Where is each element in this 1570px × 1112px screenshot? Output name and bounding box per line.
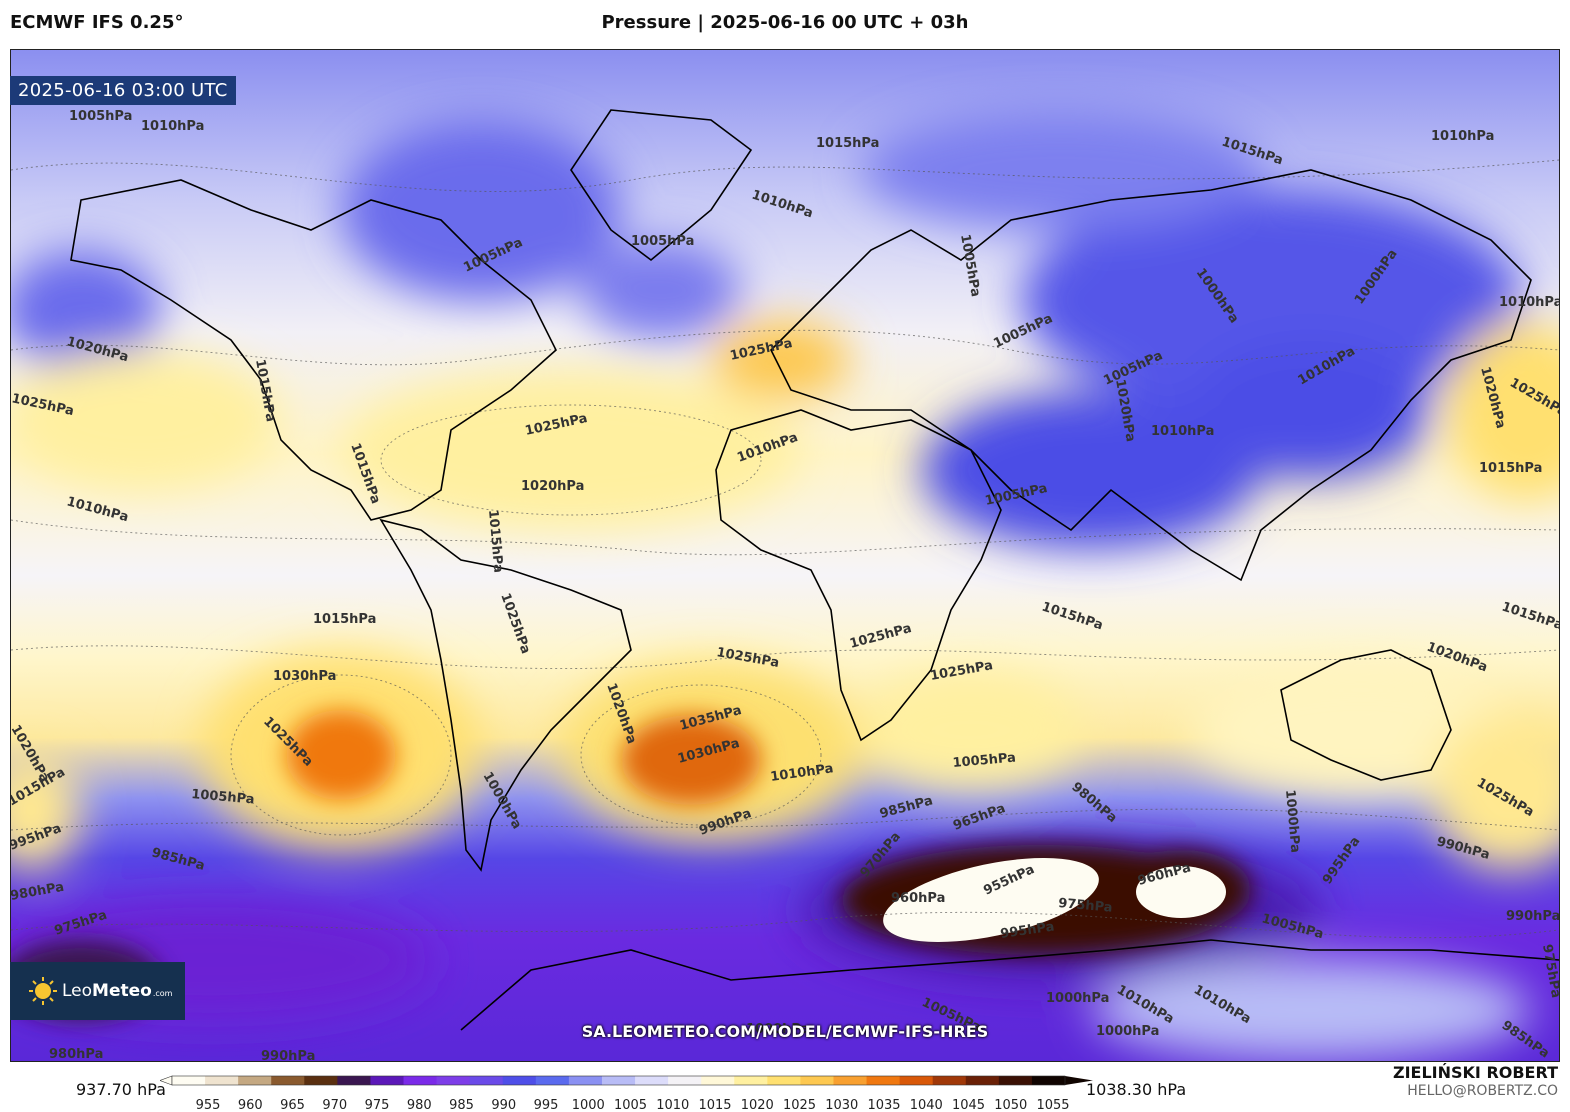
colorbar-tick-label: 965 (280, 1098, 305, 1112)
pressure-map[interactable]: 1005hPa 1010hPa 1015hPa 1015hPa 1010hPa … (10, 49, 1560, 1062)
colorbar-tick-label: 955 (196, 1098, 221, 1112)
colorbar-swatch (502, 1076, 537, 1085)
isobars (11, 159, 1559, 939)
isobar-label: 980hPa (49, 1047, 103, 1061)
colorbar-min-arrow (160, 1075, 173, 1086)
isobar-label: 995hPa (999, 920, 1055, 942)
colorbar-swatch (833, 1076, 868, 1085)
colorbar-tick-label: 960 (238, 1098, 263, 1112)
pressure-systems (11, 110, 1559, 1060)
colorbar-swatch (800, 1076, 834, 1085)
colorbar-swatch (965, 1076, 1000, 1085)
colorbar-swatch (635, 1076, 669, 1085)
colorbar-swatch (238, 1076, 272, 1085)
isobar-label: 1015hPa (313, 612, 376, 627)
colorbar-tick-label: 1010 (656, 1098, 689, 1112)
colorbar-tick-label: 1045 (952, 1098, 985, 1112)
isobar-label: 1015hPa (816, 136, 879, 151)
author-name: ZIELIŃSKI ROBERT (1392, 1063, 1558, 1082)
isobar-label: 1010hPa (141, 119, 204, 134)
colorbar-swatch (436, 1076, 471, 1085)
colorbar-swatch (998, 1076, 1033, 1085)
colorbar-swatch (668, 1076, 702, 1085)
colorbar-tick-label: 1030 (825, 1098, 858, 1112)
colorbar-max-arrow (1065, 1076, 1093, 1085)
colorbar-swatch (370, 1076, 405, 1085)
colorbar-swatch (866, 1076, 901, 1085)
colorbar-swatch (701, 1076, 735, 1085)
isobar-label: 1000hPa (1282, 789, 1302, 853)
isobar-label: 990hPa (261, 1049, 315, 1061)
colorbar-tick-label: 975 (365, 1098, 390, 1112)
isobar-label: 1015hPa (1479, 461, 1542, 476)
colorbar-tick-label: 1020 (741, 1098, 774, 1112)
colorbar-swatch (535, 1076, 570, 1085)
colorbar-swatch (304, 1076, 338, 1085)
colorbar-outline (171, 1075, 1066, 1086)
colorbar-swatch (899, 1076, 934, 1085)
colorbar-swatch (271, 1076, 305, 1085)
isobar-label: 960hPa (891, 891, 945, 906)
colorbar-tick-label: 1000 (572, 1098, 605, 1112)
isobar-label: 1000hPa (1096, 1024, 1159, 1039)
colorbar-swatch (403, 1076, 438, 1085)
colorbar-swatch (734, 1076, 768, 1085)
isobar-label: 1000hPa (746, 1022, 809, 1037)
colorbar-min-label: 937.70 hPa (76, 1080, 166, 1099)
colorbar-swatch (172, 1076, 206, 1085)
isobar-label: 1020hPa (521, 479, 584, 494)
colorbar-tick-label: 1025 (783, 1098, 816, 1112)
coastlines (70, 109, 1559, 1031)
colorbar-tick-label: 1035 (867, 1098, 900, 1112)
model-name: ECMWF IFS 0.25° (10, 12, 184, 33)
isobar-label: 975hPa (1058, 896, 1113, 916)
isobar-label: 1005hPa (952, 751, 1016, 771)
colorbar-swatch (337, 1076, 371, 1085)
leometeo-logo[interactable]: LeoMeteo.com (10, 962, 185, 1020)
colorbar-swatch (601, 1076, 636, 1085)
colorbar-tick-label: 990 (491, 1098, 516, 1112)
source-url-watermark: SA.LEOMETEO.COM/MODEL/ECMWF-IFS-HRES (581, 1022, 989, 1041)
colorbar-swatch (767, 1076, 801, 1085)
colorbar-swatch (1031, 1076, 1066, 1085)
isobar-label: 1005hPa (69, 109, 132, 124)
isobar-label: 1000hPa (1046, 991, 1109, 1006)
pressure-field: 1005hPa 1010hPa 1015hPa 1015hPa 1010hPa … (11, 50, 1559, 1061)
sun-icon (29, 977, 57, 1005)
colorbar-tick-label: 1005 (614, 1098, 647, 1112)
isobar-label: 1030hPa (273, 669, 336, 684)
logo-text: LeoMeteo.com (62, 981, 173, 1001)
map-title: Pressure | 2025-06-16 00 UTC + 03h (601, 12, 969, 33)
colorbar-tick-label: 1050 (994, 1098, 1027, 1112)
colorbar-swatch (568, 1076, 603, 1085)
colorbar-tick-label: 1055 (1036, 1098, 1069, 1112)
colorbar-tick-label: 970 (322, 1098, 347, 1112)
author-email[interactable]: HELLO@ROBERTZ.CO (1407, 1083, 1558, 1099)
isobar-label: 1010hPa (1151, 424, 1214, 439)
colorbar-swatch (932, 1076, 967, 1085)
colorbar-swatch (469, 1076, 504, 1085)
isobar-label: 1010hPa (1499, 295, 1559, 310)
valid-time-badge: 2025-06-16 03:00 UTC (10, 76, 236, 105)
deep-low-core (883, 858, 1226, 942)
colorbar-tick-label: 1040 (910, 1098, 943, 1112)
colorbar-max-label: 1038.30 hPa (1086, 1080, 1187, 1099)
colorbar-tick-label: 980 (407, 1098, 432, 1112)
isobar-label: 1005hPa (191, 787, 255, 807)
colorbar-tick-label: 1015 (698, 1098, 731, 1112)
colorbar-tick-label: 985 (449, 1098, 474, 1112)
isobar-label: 990hPa (1506, 909, 1559, 924)
pressure-colorbar: 955 960 965 970 975 980 985 990 995 1000 1005 1010 1… (160, 1075, 1093, 1112)
isobar-label: 1010hPa (1431, 129, 1494, 144)
colorbar-tick-label: 995 (534, 1098, 559, 1112)
colorbar-swatch (205, 1076, 239, 1085)
isobar-label: 1015hPa (485, 509, 505, 573)
isobar-label: 1005hPa (631, 234, 694, 249)
